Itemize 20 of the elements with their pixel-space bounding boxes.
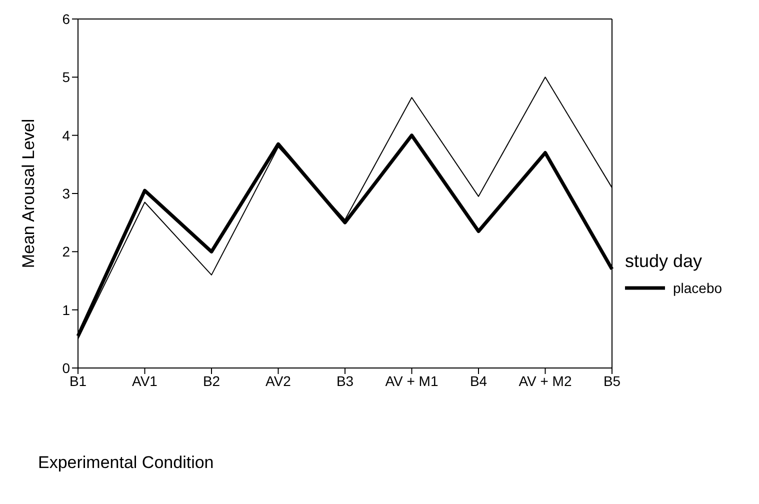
y-tick-label: 2 [62,244,70,260]
y-tick-label: 4 [62,127,70,144]
y-tick-label: 3 [62,185,70,202]
x-tick-label: B2 [202,372,220,389]
y-tick-label: 0 [62,360,70,376]
y-axis-title: Mean Arousal Level [19,118,38,268]
y-tick-label: 5 [62,69,70,86]
legend-label: placebo [673,280,722,296]
x-axis-title: Experimental Condition [38,453,214,472]
y-tick-label: 6 [62,10,70,27]
legend-title: study day [625,250,704,272]
x-tick-label: B3 [336,372,354,389]
x-tick-label: B4 [470,372,488,389]
x-tick-label: AV + M2 [518,372,572,389]
x-tick-label: AV2 [266,372,292,389]
x-tick-label: B1 [69,372,87,389]
x-tick-label: AV1 [132,372,158,389]
x-tick-label: B5 [603,372,621,389]
y-tick-label: 1 [62,302,70,318]
x-tick-label: AV + M1 [385,372,438,389]
